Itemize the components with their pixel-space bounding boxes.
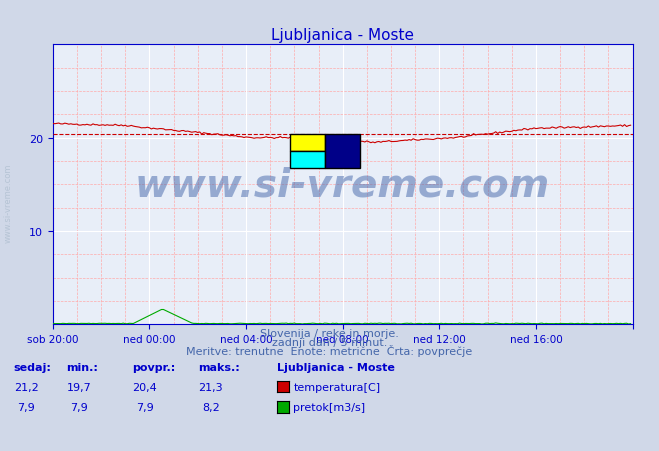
Text: 20,4: 20,4	[132, 382, 158, 392]
Text: 7,9: 7,9	[18, 402, 35, 412]
Text: povpr.:: povpr.:	[132, 362, 175, 372]
Text: pretok[m3/s]: pretok[m3/s]	[293, 402, 365, 412]
Title: Ljubljanica - Moste: Ljubljanica - Moste	[272, 28, 414, 42]
Text: 21,3: 21,3	[198, 382, 223, 392]
Text: 8,2: 8,2	[202, 402, 219, 412]
Text: 7,9: 7,9	[71, 402, 88, 412]
Text: 19,7: 19,7	[67, 382, 92, 392]
FancyBboxPatch shape	[326, 134, 360, 168]
Text: Meritve: trenutne  Enote: metrične  Črta: povprečje: Meritve: trenutne Enote: metrične Črta: …	[186, 344, 473, 356]
Text: www.si-vreme.com: www.si-vreme.com	[135, 166, 550, 204]
Text: 21,2: 21,2	[14, 382, 39, 392]
Text: min.:: min.:	[66, 362, 98, 372]
Text: 7,9: 7,9	[136, 402, 154, 412]
Text: temperatura[C]: temperatura[C]	[293, 382, 380, 392]
Text: zadnji dan / 5 minut.: zadnji dan / 5 minut.	[272, 337, 387, 347]
Text: sedaj:: sedaj:	[13, 362, 51, 372]
FancyBboxPatch shape	[291, 152, 326, 168]
Text: Ljubljanica - Moste: Ljubljanica - Moste	[277, 362, 395, 372]
FancyBboxPatch shape	[291, 134, 326, 152]
Text: www.si-vreme.com: www.si-vreme.com	[3, 163, 13, 243]
Text: Slovenija / reke in morje.: Slovenija / reke in morje.	[260, 328, 399, 338]
Text: maks.:: maks.:	[198, 362, 239, 372]
